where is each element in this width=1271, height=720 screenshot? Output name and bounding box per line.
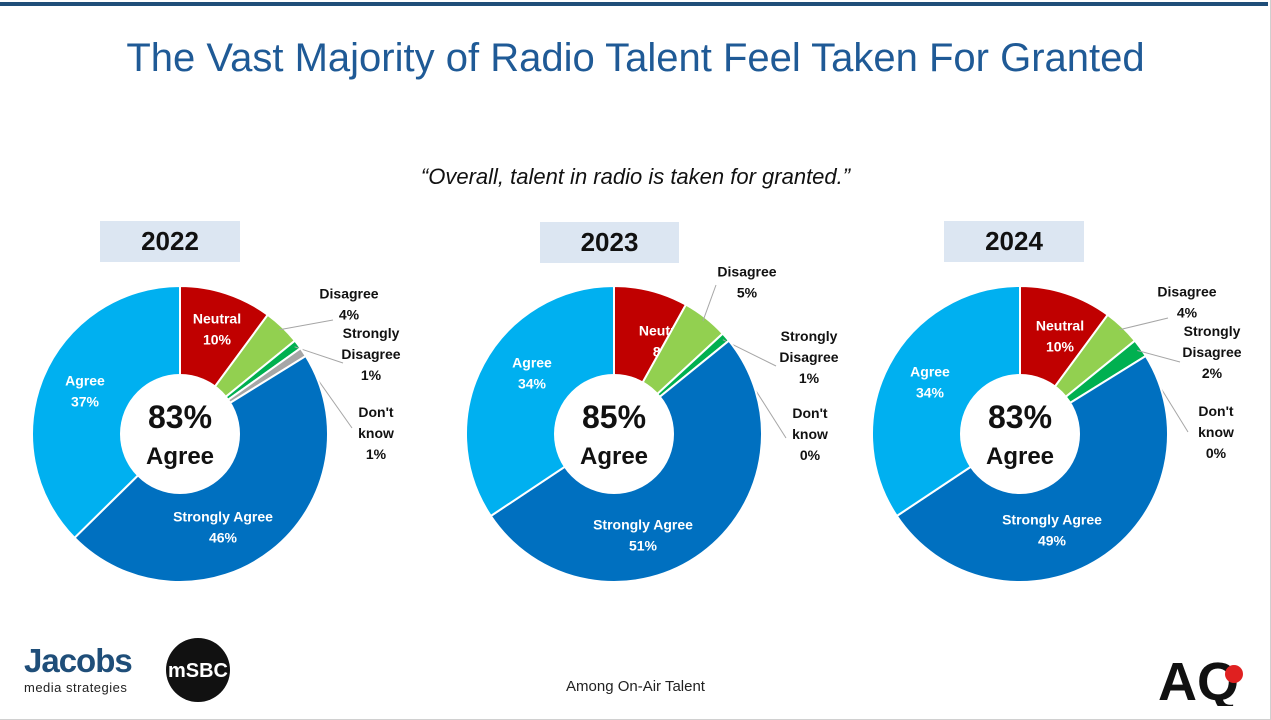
leader-line-2024-strongly_disagree — [1137, 349, 1181, 363]
label-2022-neutral: Neutral 10% — [193, 311, 241, 348]
msbc-logo-text: mSBC — [168, 660, 228, 682]
aq-logo: AQ — [1158, 652, 1243, 706]
year-label-2023: 2023 — [540, 222, 679, 263]
donut-hole-2022 — [120, 374, 240, 494]
slice-2022-agree — [31, 284, 181, 540]
slide-title: The Vast Majority of Radio Talent Feel T… — [126, 36, 1145, 80]
jacobs-logo: Jacobs media strategies — [24, 642, 133, 696]
label-2024-dont_know: Don't know 0% — [1198, 403, 1234, 461]
center-label-2022: Agree — [146, 443, 214, 470]
label-2024-strongly_disagree: Strongly Disagree 2% — [1182, 323, 1241, 381]
center-value-2022: 83% — [148, 399, 212, 435]
jacobs-logo-text: Jacobs — [24, 642, 133, 679]
donut-hole-2023 — [554, 374, 674, 494]
label-2023-agree: Agree 34% — [512, 355, 552, 392]
year-label-2022: 2022 — [100, 221, 240, 262]
label-2022-strongly_disagree: Strongly Disagree 1% — [341, 325, 400, 383]
label-2023-strongly_agree: Strongly Agree 51% — [593, 517, 693, 554]
leader-line-2023-disagree — [702, 284, 717, 321]
label-2022-disagree: Disagree 4% — [319, 286, 378, 323]
leader-line-2022-disagree — [279, 319, 334, 331]
survey-statement: “Overall, talent in radio is taken for g… — [420, 164, 851, 189]
top-accent-bar — [0, 2, 1268, 6]
label-2023-dont_know: Don't know 0% — [792, 405, 828, 463]
footer-note: Among On-Air Talent — [566, 678, 705, 695]
year-label-2024: 2024 — [944, 221, 1084, 262]
center-value-2024: 83% — [988, 399, 1052, 435]
label-2023-disagree: Disagree 5% — [717, 264, 776, 301]
label-2022-strongly_agree: Strongly Agree 46% — [173, 509, 273, 546]
label-2024-neutral: Neutral 10% — [1036, 318, 1084, 355]
label-2024-disagree: Disagree 4% — [1157, 284, 1216, 321]
msbc-logo: mSBC — [166, 638, 230, 702]
label-2024-strongly_agree: Strongly Agree 49% — [1002, 512, 1102, 549]
label-2022-dont_know: Don't know 1% — [358, 404, 394, 462]
jacobs-logo-subtext: media strategies — [24, 680, 128, 695]
label-2023-strongly_disagree: Strongly Disagree 1% — [779, 328, 838, 386]
label-2024-agree: Agree 34% — [910, 364, 950, 401]
center-label-2023: Agree — [580, 443, 648, 470]
leader-line-2024-disagree — [1119, 317, 1169, 331]
aq-logo-text: AQ — [1158, 652, 1239, 706]
center-label-2024: Agree — [986, 443, 1054, 470]
donut-hole-2024 — [960, 374, 1080, 494]
label-2022-agree: Agree 37% — [65, 373, 105, 410]
center-value-2023: 85% — [582, 399, 646, 435]
